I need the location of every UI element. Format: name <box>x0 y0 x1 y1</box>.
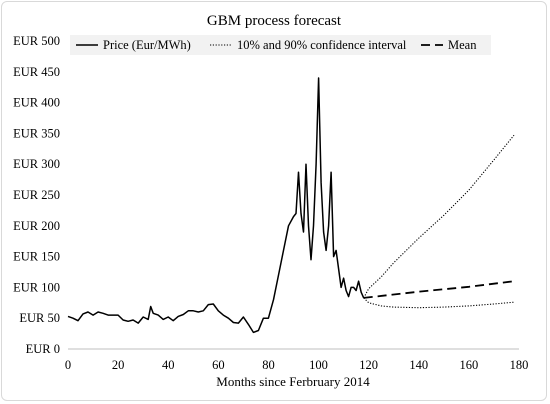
y-tick-label: EUR 0 <box>26 342 60 356</box>
y-axis: EUR 0 EUR 50 EUR 100 EUR 150 EUR 200 EUR 250 E… <box>13 34 60 356</box>
y-tick-label: EUR 100 <box>13 280 60 294</box>
x-tick-label: 140 <box>409 358 428 372</box>
legend-label: Price (Eur/MWh) <box>103 38 191 52</box>
y-tick-label: EUR 300 <box>13 157 60 171</box>
x-tick-label: 180 <box>510 358 529 372</box>
y-tick-label: EUR 450 <box>13 65 60 79</box>
legend-label: Mean <box>448 38 477 52</box>
y-tick-label: EUR 200 <box>13 219 60 233</box>
y-tick-label: EUR 150 <box>13 250 60 264</box>
series-line-1 <box>363 134 515 299</box>
legend-label: 10% and 90% confidence interval <box>237 38 407 52</box>
plot-area <box>67 77 515 334</box>
y-tick-label: EUR 250 <box>13 188 60 202</box>
chart-title: GBM process forecast <box>207 13 342 29</box>
series-line-0 <box>67 77 365 334</box>
x-tick-label: 60 <box>212 358 225 372</box>
y-tick-label: EUR 50 <box>19 311 60 325</box>
legend-background <box>70 35 491 55</box>
x-tick-label: 40 <box>162 358 175 372</box>
x-tick-label: 0 <box>65 358 71 372</box>
x-tick-label: 100 <box>309 358 328 372</box>
series-line-3 <box>363 280 515 299</box>
y-tick-label: EUR 400 <box>13 96 60 110</box>
series-line-2 <box>363 297 515 309</box>
x-tick-label: 20 <box>112 358 125 372</box>
x-tick-label: 80 <box>262 358 275 372</box>
x-tick-label: 160 <box>460 358 479 372</box>
x-axis-label: Months since Ferbruary 2014 <box>216 374 370 389</box>
y-tick-label: EUR 350 <box>13 126 60 140</box>
legend: Price (Eur/MWh) 10% and 90% confidence in… <box>70 35 491 55</box>
y-tick-label: EUR 500 <box>13 34 60 48</box>
x-tick-label: 120 <box>359 358 378 372</box>
x-axis: 0 20 40 60 80 100 120 140 160 180 <box>65 348 529 372</box>
